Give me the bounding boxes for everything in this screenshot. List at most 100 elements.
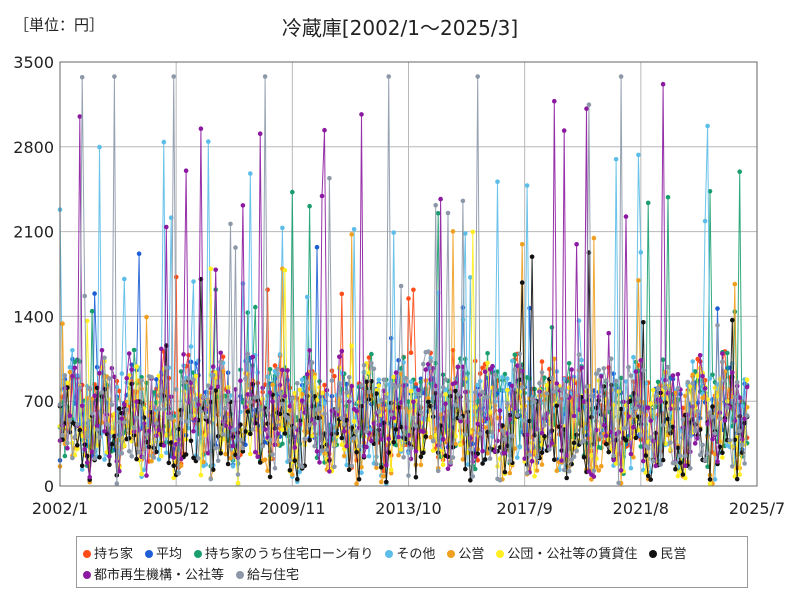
data-point xyxy=(618,375,624,381)
data-point xyxy=(406,473,411,478)
data-point xyxy=(136,251,142,256)
data-point xyxy=(408,445,414,451)
data-point xyxy=(255,370,260,375)
data-point xyxy=(376,377,382,383)
data-point xyxy=(678,453,683,459)
data-point xyxy=(173,274,179,280)
data-point xyxy=(304,294,310,300)
data-point xyxy=(458,415,463,420)
data-point xyxy=(670,373,676,378)
data-point xyxy=(515,413,520,418)
data-point xyxy=(453,441,458,447)
x-tick-label: 2025/7 xyxy=(729,499,785,518)
data-point xyxy=(307,348,312,353)
data-point xyxy=(732,418,738,424)
data-point xyxy=(257,407,263,413)
data-point xyxy=(67,417,73,423)
data-point xyxy=(539,430,545,436)
data-point xyxy=(356,443,362,449)
data-point xyxy=(339,442,345,447)
data-point xyxy=(243,376,248,382)
data-point xyxy=(636,396,641,401)
data-point xyxy=(267,474,273,480)
data-point xyxy=(697,353,703,358)
data-point xyxy=(92,393,97,399)
data-point xyxy=(79,403,85,409)
data-point xyxy=(317,460,322,465)
data-point xyxy=(544,391,550,396)
data-point xyxy=(341,422,347,427)
data-point xyxy=(631,424,636,430)
data-point xyxy=(690,359,695,364)
data-point xyxy=(742,461,747,466)
data-point xyxy=(119,451,125,456)
data-point xyxy=(287,408,293,414)
data-point xyxy=(151,455,157,460)
data-point xyxy=(188,380,194,386)
data-point xyxy=(206,383,211,389)
data-point xyxy=(680,425,686,430)
data-point xyxy=(475,382,481,388)
data-point xyxy=(391,230,397,235)
data-point xyxy=(554,403,560,409)
data-point xyxy=(327,175,332,181)
data-point xyxy=(94,364,100,370)
data-point xyxy=(94,427,100,433)
data-point xyxy=(645,473,651,479)
y-tick-label: 0 xyxy=(44,477,54,496)
data-point xyxy=(636,278,641,283)
data-point xyxy=(440,385,446,390)
data-point xyxy=(532,399,537,405)
data-point xyxy=(322,411,327,417)
data-point xyxy=(707,189,713,194)
data-point xyxy=(364,379,369,385)
data-point xyxy=(648,477,653,482)
data-point xyxy=(606,330,611,336)
data-point xyxy=(386,382,392,387)
data-point xyxy=(255,454,260,460)
data-point xyxy=(75,422,80,427)
data-point xyxy=(653,393,658,399)
data-point xyxy=(403,376,409,381)
data-point xyxy=(84,318,90,324)
data-point xyxy=(253,449,258,455)
data-point xyxy=(322,382,327,388)
data-point xyxy=(660,423,666,428)
data-point xyxy=(126,351,132,356)
data-point xyxy=(171,74,176,79)
data-point xyxy=(267,455,273,461)
data-point xyxy=(683,463,688,469)
data-point xyxy=(423,434,429,439)
data-point xyxy=(440,437,446,442)
data-point xyxy=(181,352,186,357)
data-point xyxy=(126,436,132,441)
data-point xyxy=(65,440,70,446)
data-point xyxy=(527,452,532,458)
data-point xyxy=(435,468,441,474)
data-point xyxy=(552,356,557,362)
data-point xyxy=(534,468,540,473)
data-point xyxy=(601,423,607,428)
data-point xyxy=(292,391,298,396)
data-point xyxy=(450,455,456,460)
x-tick-label: 2021/8 xyxy=(613,499,669,518)
data-point xyxy=(448,460,453,465)
data-point xyxy=(280,427,285,433)
data-point xyxy=(295,381,300,386)
data-point xyxy=(566,385,572,391)
data-point xyxy=(603,441,609,447)
data-point xyxy=(470,229,476,235)
data-point xyxy=(712,385,718,391)
data-point xyxy=(354,481,359,486)
data-point xyxy=(623,379,629,384)
data-point xyxy=(255,380,260,386)
data-point xyxy=(603,378,609,383)
data-point xyxy=(374,388,379,393)
data-point xyxy=(70,455,75,461)
data-point xyxy=(223,406,228,411)
data-point xyxy=(317,385,322,390)
data-point xyxy=(156,457,162,462)
data-point xyxy=(317,406,322,411)
data-point xyxy=(426,399,431,405)
data-point xyxy=(324,388,330,393)
